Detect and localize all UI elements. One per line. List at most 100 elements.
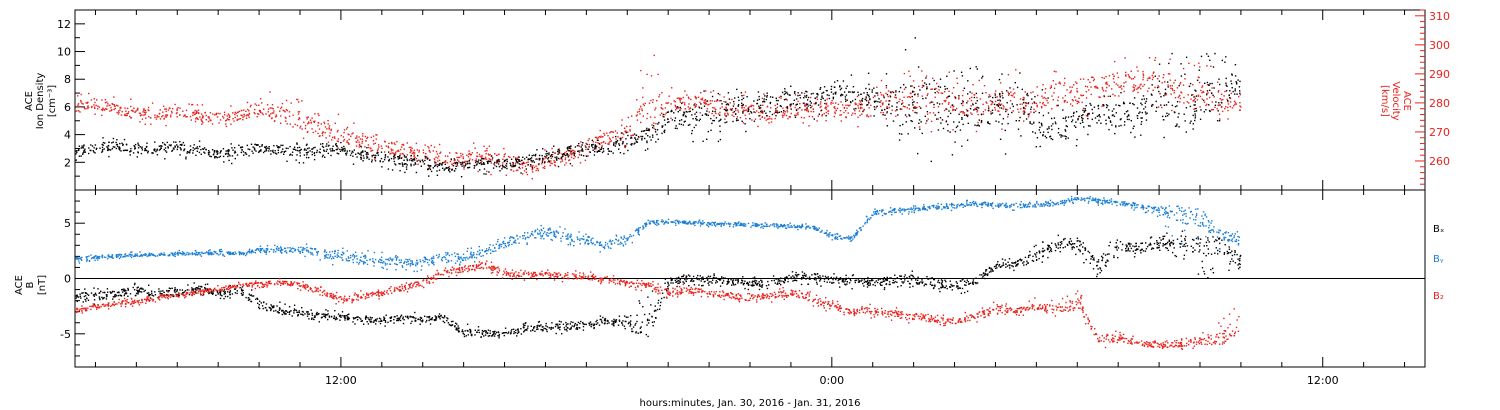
density-point bbox=[706, 138, 708, 140]
bx-point bbox=[328, 315, 331, 317]
velocity-point bbox=[686, 94, 688, 96]
velocity-point bbox=[916, 102, 918, 104]
density-point bbox=[911, 120, 913, 123]
velocity-point bbox=[356, 137, 358, 139]
density-point bbox=[566, 146, 569, 149]
density-point bbox=[759, 107, 761, 109]
velocity-point bbox=[967, 114, 969, 116]
velocity-point bbox=[269, 107, 271, 109]
velocity-point bbox=[607, 143, 609, 145]
density-point bbox=[280, 144, 282, 146]
density-point bbox=[456, 162, 459, 164]
velocity-point bbox=[504, 153, 506, 155]
velocity-point bbox=[782, 107, 784, 109]
velocity-point bbox=[1118, 86, 1120, 88]
velocity-point bbox=[1219, 98, 1221, 100]
velocity-point bbox=[1173, 89, 1176, 92]
velocity-point bbox=[1133, 84, 1135, 86]
velocity-point bbox=[124, 113, 126, 115]
velocity-point bbox=[703, 102, 706, 105]
density-point bbox=[391, 169, 394, 171]
bx-point bbox=[93, 299, 96, 301]
density-point bbox=[1064, 130, 1067, 132]
velocity-point bbox=[837, 103, 840, 106]
velocity-point bbox=[307, 121, 310, 123]
velocity-point bbox=[600, 136, 602, 138]
velocity-point bbox=[620, 137, 622, 139]
velocity-point bbox=[426, 156, 428, 158]
velocity-point bbox=[958, 97, 960, 99]
velocity-point bbox=[236, 118, 239, 121]
density-point bbox=[942, 127, 945, 130]
bx-point bbox=[95, 294, 98, 296]
density-point bbox=[1047, 112, 1050, 114]
density-point bbox=[720, 118, 722, 121]
velocity-point bbox=[1053, 92, 1055, 94]
bx-point bbox=[334, 310, 336, 312]
bx-point bbox=[542, 325, 544, 328]
density-point bbox=[520, 159, 523, 162]
density-point bbox=[587, 148, 589, 150]
bx-point bbox=[234, 288, 237, 290]
velocity-point bbox=[1131, 78, 1133, 80]
density-point bbox=[1235, 81, 1237, 83]
velocity-point bbox=[444, 155, 447, 157]
bx-point bbox=[458, 327, 460, 329]
density-point bbox=[682, 124, 684, 126]
velocity-point bbox=[402, 143, 404, 146]
bx-point bbox=[461, 329, 464, 331]
density-point bbox=[1239, 92, 1241, 94]
density-point bbox=[231, 155, 234, 157]
top-left-y-tick-label: 8 bbox=[64, 73, 71, 86]
density-point bbox=[822, 91, 825, 94]
density-point bbox=[1190, 120, 1192, 122]
velocity-point bbox=[759, 107, 761, 110]
velocity-point bbox=[858, 103, 860, 105]
density-point bbox=[359, 153, 361, 155]
velocity-point bbox=[467, 156, 470, 158]
density-point bbox=[714, 110, 716, 113]
density-point bbox=[842, 94, 844, 96]
density-point bbox=[727, 103, 729, 105]
velocity-point bbox=[93, 104, 95, 106]
velocity-point bbox=[901, 100, 903, 102]
velocity-point bbox=[481, 154, 483, 157]
velocity-point bbox=[866, 114, 868, 116]
density-point bbox=[946, 75, 948, 77]
density-point bbox=[1171, 52, 1173, 55]
density-point bbox=[962, 100, 964, 103]
velocity-point bbox=[299, 127, 301, 129]
density-point bbox=[890, 112, 892, 115]
velocity-point bbox=[794, 106, 796, 109]
velocity-point bbox=[88, 92, 90, 95]
density-point bbox=[1134, 136, 1136, 138]
density-point bbox=[1219, 83, 1221, 86]
bx-point bbox=[127, 287, 129, 290]
density-point bbox=[1127, 114, 1130, 116]
velocity-point bbox=[989, 95, 992, 97]
density-point bbox=[1100, 122, 1102, 124]
velocity-point bbox=[1134, 85, 1137, 87]
bx-point bbox=[599, 315, 602, 317]
bx-point bbox=[355, 317, 357, 319]
velocity-point bbox=[1152, 89, 1154, 91]
velocity-point bbox=[680, 98, 683, 100]
velocity-point bbox=[598, 146, 600, 149]
bx-point bbox=[600, 318, 602, 321]
velocity-point bbox=[857, 105, 859, 107]
bx-point bbox=[356, 319, 359, 321]
velocity-point bbox=[754, 118, 757, 120]
density-point bbox=[661, 132, 663, 135]
density-point bbox=[482, 158, 484, 160]
velocity-point bbox=[1106, 86, 1108, 89]
velocity-point bbox=[971, 96, 973, 99]
density-point bbox=[615, 135, 617, 138]
velocity-point bbox=[1164, 81, 1166, 83]
density-point bbox=[874, 95, 876, 97]
density-point bbox=[1202, 99, 1205, 102]
bx-point bbox=[273, 305, 275, 307]
velocity-point bbox=[1136, 66, 1138, 68]
bx-point bbox=[116, 291, 119, 294]
density-point bbox=[167, 146, 169, 148]
density-point bbox=[83, 151, 85, 153]
